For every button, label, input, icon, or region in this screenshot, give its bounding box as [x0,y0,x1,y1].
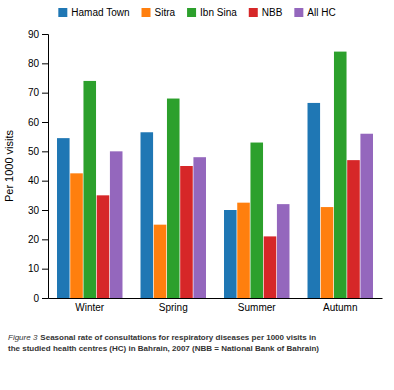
legend-label: Sitra [155,7,176,18]
y-tick-mark [42,298,48,299]
y-tick: 60 [28,117,48,128]
bar-series [57,103,320,298]
legend-item: NBB [249,7,283,18]
y-tick-mark [42,151,48,152]
y-tick: 10 [28,263,48,274]
legend-label: Ibn Sina [200,7,237,18]
bar [141,132,154,298]
y-axis: 0 10 20 30 40 50 60 70 80 90 [28,29,49,304]
bar [360,134,373,298]
bar [110,151,123,298]
caption-figure: Figure 3 [8,333,38,342]
legend-swatch [249,8,258,17]
legend-item: All HC [294,7,335,18]
bar-series [97,160,360,298]
y-tick: 50 [28,146,48,157]
legend-item: Sitra [142,7,176,18]
y-axis-line [42,35,49,299]
y-tick-label: 50 [28,146,40,157]
x-tick-label: Autumn [323,302,357,313]
y-axis-label: Per 1000 visits [3,129,15,202]
bar [264,236,277,298]
bar [277,204,290,298]
y-tick: 0 [33,293,48,304]
y-tick-mark [42,122,48,123]
y-tick-label: 30 [28,205,40,216]
caption-text: Seasonal rate of consultations for respi… [40,333,316,342]
bar [237,203,250,298]
y-tick: 70 [28,87,48,98]
plot-area: 0 10 20 30 40 50 60 70 80 90 Winter Spring Summer Aut… [28,29,383,313]
legend-label: All HC [307,7,335,18]
x-tick: Spring [159,302,188,313]
bar [83,81,96,298]
y-tick: 40 [28,175,48,186]
caption-line: Figure 3Seasonal rate of consultations f… [8,333,316,342]
legend-swatch [187,8,196,17]
bar [154,225,167,298]
bar [70,173,83,298]
legend-swatch [294,8,303,17]
bar [321,207,334,298]
y-tick-label: 90 [28,29,40,40]
y-tick-mark [42,34,48,35]
y-tick-label: 40 [28,175,40,186]
legend-item: Ibn Sina [187,7,237,18]
bar [97,195,110,298]
y-tick-mark [42,93,48,94]
x-tick-label: Summer [238,302,276,313]
y-tick-mark [42,269,48,270]
bars [57,52,373,298]
bar [224,210,237,298]
legend-label: NBB [262,7,283,18]
legend-swatch [58,8,67,17]
bar [167,99,180,298]
chart: 0 10 20 30 40 50 60 70 80 90 Winter Spring Summer Aut… [0,0,394,390]
bar [347,160,360,298]
legend-label: Hamad Town [71,7,129,18]
legend-item: Hamad Town [58,7,129,18]
x-tick: Winter [75,302,105,313]
bar [180,166,193,298]
x-axis: Winter Spring Summer Autumn [49,299,383,314]
bar [57,138,70,298]
y-tick: 90 [28,29,48,40]
caption-text: the studied health centres (HC) in Bahra… [8,344,319,353]
bar [250,143,263,298]
bar-series [83,52,346,298]
x-axis-line [49,298,383,299]
y-tick-label: 80 [28,58,40,69]
x-tick: Summer [238,302,276,313]
y-tick-label: 0 [33,293,39,304]
y-tick-mark [42,63,48,64]
bar [308,103,321,298]
y-tick-label: 10 [28,263,40,274]
bar [193,157,206,298]
bar-series [110,134,373,298]
y-tick-label: 70 [28,87,40,98]
legend: Hamad Town Sitra Ibn Sina NBB All HC [58,7,335,18]
y-tick-mark [42,210,48,211]
y-tick: 20 [28,234,48,245]
y-tick-label: 60 [28,117,40,128]
caption: Figure 3Seasonal rate of consultations f… [8,333,319,353]
y-tick: 30 [28,205,48,216]
bar [334,52,347,298]
legend-swatch [142,8,151,17]
y-tick-label: 20 [28,234,40,245]
x-tick-label: Spring [159,302,188,313]
x-tick-label: Winter [75,302,105,313]
y-tick: 80 [28,58,48,69]
y-tick-mark [42,181,48,182]
y-tick-mark [42,239,48,240]
x-tick: Autumn [323,302,357,313]
